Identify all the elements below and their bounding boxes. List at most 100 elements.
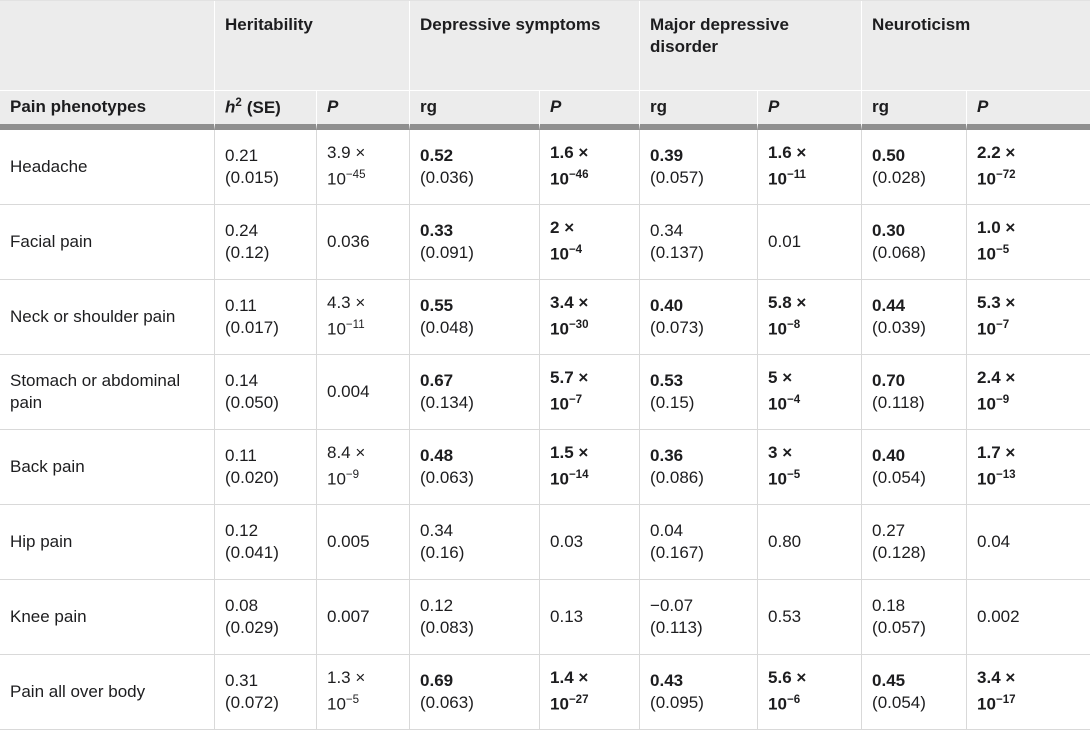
estimate-cell: 0.45 (0.054) [862, 654, 968, 730]
estimate-cell: 0.33 (0.091) [410, 204, 541, 280]
phenotype-label: Pain all over body [0, 654, 215, 730]
phenotype-label: Neck or shoulder pain [0, 279, 215, 355]
p-value-cell: 0.004 [317, 354, 411, 430]
estimate-cell: 0.14 (0.050) [215, 354, 317, 430]
table-header: Heritability Depressive symptoms Major d… [0, 1, 1090, 130]
estimate-cell: 0.40 (0.073) [640, 279, 759, 355]
estimate-cell: 0.11 (0.020) [215, 429, 317, 505]
group-header-heritability: Heritability [215, 1, 411, 91]
p-value-cell: 5.8 × 10−8 [758, 279, 863, 355]
estimate-cell: 0.52 (0.036) [410, 129, 541, 205]
estimate-cell: 0.12 (0.041) [215, 504, 317, 580]
h2-se-column-header: h2 (SE) [215, 91, 317, 130]
estimate-cell: 0.34 (0.16) [410, 504, 541, 580]
estimate-cell: 0.40 (0.054) [862, 429, 968, 505]
estimate-cell: 0.21 (0.015) [215, 129, 317, 205]
p-column-header-mdd: P [758, 91, 863, 130]
estimate-cell: −0.07 (0.113) [640, 579, 759, 655]
estimate-cell: 0.31 (0.072) [215, 654, 317, 730]
p-value-cell: 2 × 10−4 [540, 204, 641, 280]
p-value-cell: 8.4 × 10−9 [317, 429, 411, 505]
estimate-cell: 0.08 (0.029) [215, 579, 317, 655]
se-label: (SE) [246, 97, 281, 117]
p-value-cell: 1.4 × 10−27 [540, 654, 641, 730]
group-header-major-depressive-disorder: Major depressive disorder [640, 1, 863, 91]
p-value-cell: 1.6 × 10−11 [758, 129, 863, 205]
p-value-cell: 2.4 × 10−9 [967, 355, 1090, 430]
estimate-cell: 0.70 (0.118) [862, 354, 968, 430]
table-row: Stomach or abdominal pain 0.14 (0.050) 0.00… [0, 354, 1090, 430]
estimate-cell: 0.18 (0.057) [862, 579, 968, 655]
p-value-cell: 0.53 [758, 579, 863, 655]
h2-symbol: h [225, 97, 236, 117]
estimate-cell: 0.24 (0.12) [215, 204, 317, 280]
p-value-cell: 5.7 × 10−7 [540, 354, 641, 430]
genetic-correlations-table: Heritability Depressive symptoms Major d… [0, 0, 1090, 730]
p-value-cell: 1.3 × 10−5 [317, 654, 411, 730]
table-row: Knee pain 0.08 (0.029) 0.007 0.12 (0.083) 0.13… [0, 579, 1090, 655]
estimate-cell: 0.04 (0.167) [640, 504, 759, 580]
estimate-cell: 0.48 (0.063) [410, 429, 541, 505]
table-row: Pain all over body 0.31 (0.072) 1.3 × 10−5 0.… [0, 654, 1090, 730]
estimate-cell: 0.12 (0.083) [410, 579, 541, 655]
group-header-neuroticism: Neuroticism [862, 1, 1090, 91]
estimate-cell: 0.27 (0.128) [862, 504, 968, 580]
group-header-row: Heritability Depressive symptoms Major d… [0, 1, 1090, 91]
estimate-cell: 0.69 (0.063) [410, 654, 541, 730]
corner-cell [0, 1, 215, 91]
estimate-cell: 0.50 (0.028) [862, 129, 968, 205]
estimate-cell: 0.43 (0.095) [640, 654, 759, 730]
rg-column-header-depressive-symptoms: rg [410, 91, 541, 130]
phenotype-label: Facial pain [0, 204, 215, 280]
p-value-cell: 5.6 × 10−6 [758, 654, 863, 730]
p-value-cell: 1.6 × 10−46 [540, 129, 641, 205]
p-value-cell: 3 × 10−5 [758, 429, 863, 505]
p-value-cell: 1.7 × 10−13 [967, 430, 1090, 505]
p-value-cell: 1.5 × 10−14 [540, 429, 641, 505]
h2-superscript: 2 [235, 97, 242, 109]
table-row: Facial pain 0.24 (0.12) 0.036 0.33 (0.091) 2 ×… [0, 204, 1090, 280]
p-value-cell: 3.4 × 10−17 [967, 655, 1090, 730]
table-row: Headache 0.21 (0.015) 3.9 × 10−45 0.52 (0.036)… [0, 129, 1090, 205]
p-value-cell: 0.036 [317, 204, 411, 280]
phenotype-column-header: Pain phenotypes [0, 91, 215, 130]
estimate-cell: 0.30 (0.068) [862, 204, 968, 280]
phenotype-label: Stomach or abdominal pain [0, 354, 215, 430]
column-header-row: Pain phenotypes h2 (SE) P rg P rg P rg P [0, 91, 1090, 130]
table-row: Hip pain 0.12 (0.041) 0.005 0.34 (0.16) 0.03 0.… [0, 504, 1090, 580]
estimate-cell: 0.34 (0.137) [640, 204, 759, 280]
p-column-header-depressive-symptoms: P [540, 91, 641, 130]
phenotype-label: Back pain [0, 429, 215, 505]
group-header-depressive-symptoms: Depressive symptoms [410, 1, 641, 91]
table-row: Neck or shoulder pain 0.11 (0.017) 4.3 × 10−… [0, 279, 1090, 355]
p-value-cell: 2.2 × 10−72 [967, 130, 1090, 205]
estimate-cell: 0.39 (0.057) [640, 129, 759, 205]
phenotype-label: Knee pain [0, 579, 215, 655]
estimate-cell: 0.44 (0.039) [862, 279, 968, 355]
rg-column-header-mdd: rg [640, 91, 759, 130]
estimate-cell: 0.67 (0.134) [410, 354, 541, 430]
p-value-cell: 0.002 [967, 580, 1090, 655]
table-row: Back pain 0.11 (0.020) 8.4 × 10−9 0.48 (0.063)… [0, 429, 1090, 505]
phenotype-label: Headache [0, 129, 215, 205]
p-value-cell: 5.3 × 10−7 [967, 280, 1090, 355]
p-value-cell: 5 × 10−4 [758, 354, 863, 430]
p-value-cell: 3.9 × 10−45 [317, 129, 411, 205]
p-value-cell: 0.03 [540, 504, 641, 580]
p-value-cell: 0.01 [758, 204, 863, 280]
p-value-cell: 3.4 × 10−30 [540, 279, 641, 355]
p-value-cell: 0.007 [317, 579, 411, 655]
p-value-cell: 4.3 × 10−11 [317, 279, 411, 355]
estimate-cell: 0.53 (0.15) [640, 354, 759, 430]
estimate-cell: 0.36 (0.086) [640, 429, 759, 505]
p-value-cell: 0.80 [758, 504, 863, 580]
estimate-cell: 0.11 (0.017) [215, 279, 317, 355]
p-value-cell: 0.005 [317, 504, 411, 580]
p-value-cell: 0.04 [967, 505, 1090, 580]
phenotype-label: Hip pain [0, 504, 215, 580]
p-column-header-heritability: P [317, 91, 411, 130]
p-value-cell: 0.13 [540, 579, 641, 655]
estimate-cell: 0.55 (0.048) [410, 279, 541, 355]
rg-column-header-neuroticism: rg [862, 91, 968, 130]
